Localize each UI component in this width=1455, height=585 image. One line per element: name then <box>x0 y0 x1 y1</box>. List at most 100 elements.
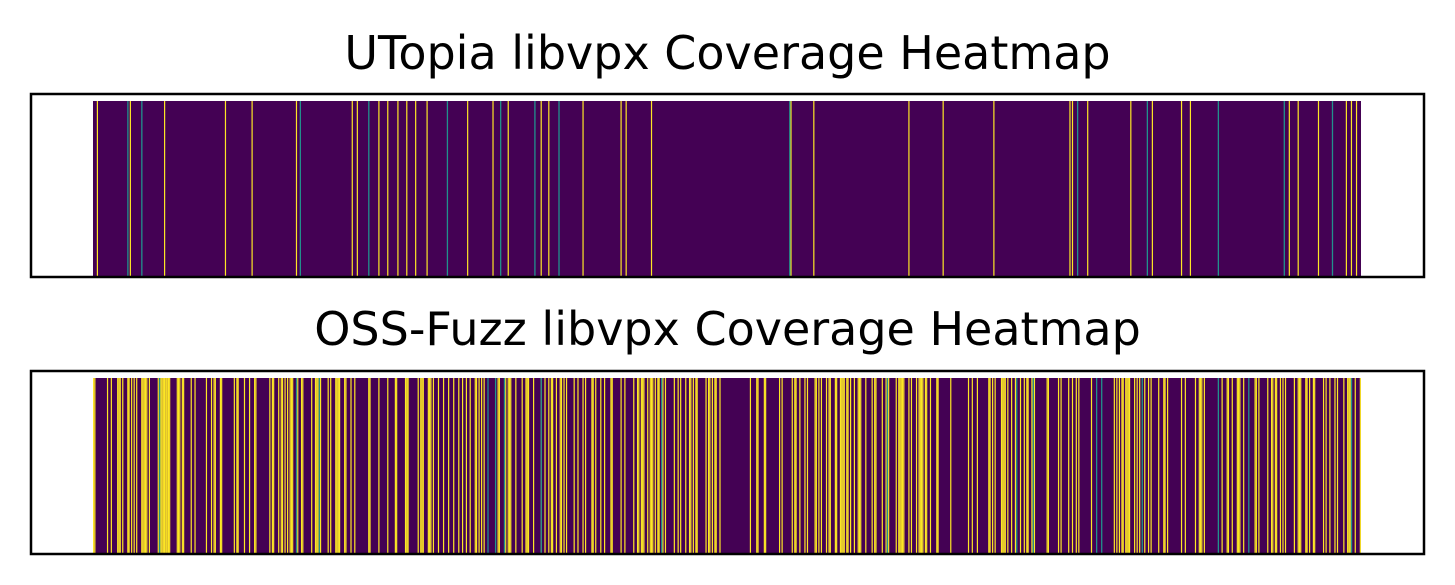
ossfuzz-covered-cell <box>1201 378 1203 554</box>
ossfuzz-covered-cell <box>1270 378 1273 554</box>
ossfuzz-covered-cell <box>1164 378 1166 554</box>
ossfuzz-covered-cell <box>1239 378 1241 554</box>
utopia-covered-cell <box>650 101 653 277</box>
ossfuzz-covered-cell <box>1014 378 1017 554</box>
ossfuzz-covered-cell <box>919 378 921 554</box>
ossfuzz-covered-cell <box>1163 378 1165 554</box>
ossfuzz-covered-cell <box>1300 378 1302 554</box>
utopia-partial-cell <box>1076 101 1079 277</box>
ossfuzz-covered-cell <box>967 378 970 554</box>
ossfuzz-covered-cell <box>1276 378 1278 554</box>
ossfuzz-covered-cell <box>1136 378 1138 554</box>
ossfuzz-covered-cell <box>1150 378 1152 554</box>
ossfuzz-covered-cell <box>1011 378 1013 554</box>
ossfuzz-covered-cell <box>127 378 129 554</box>
ossfuzz-covered-cell <box>327 378 329 554</box>
ossfuzz-covered-cell <box>146 378 148 554</box>
ossfuzz-covered-cell <box>144 378 147 554</box>
ossfuzz-covered-cell <box>1343 378 1345 554</box>
ossfuzz-covered-cell <box>133 378 135 554</box>
ossfuzz-covered-cell <box>620 378 622 554</box>
utopia-covered-cell <box>251 101 253 277</box>
utopia-covered-cell <box>993 101 995 277</box>
ossfuzz-covered-cell <box>763 378 765 554</box>
utopia-partial-cell <box>500 101 502 277</box>
ossfuzz-covered-cell <box>336 378 338 554</box>
ossfuzz-covered-cell <box>1121 378 1123 554</box>
utopia-covered-cell <box>548 101 550 277</box>
utopia-covered-cell <box>1345 101 1347 277</box>
ossfuzz-covered-cell <box>181 378 183 554</box>
ossfuzz-covered-cell <box>478 378 480 554</box>
ossfuzz-covered-cell <box>1274 378 1276 554</box>
ossfuzz-covered-cell <box>378 378 380 554</box>
utopia-partial-cell <box>446 101 449 277</box>
ossfuzz-covered-cell <box>677 378 679 554</box>
ossfuzz-covered-cell <box>432 378 435 554</box>
ossfuzz-covered-cell <box>1348 378 1350 554</box>
utopia-covered-cell <box>467 101 469 277</box>
ossfuzz-covered-cell <box>1258 378 1260 554</box>
ossfuzz-covered-cell <box>505 378 507 554</box>
ossfuzz-covered-cell <box>652 378 654 554</box>
ossfuzz-covered-cell <box>1334 378 1336 554</box>
ossfuzz-covered-cell <box>1180 378 1183 554</box>
ossfuzz-covered-cell <box>1004 378 1006 554</box>
ossfuzz-partial-cell <box>1016 378 1018 554</box>
ossfuzz-covered-cell <box>498 378 500 554</box>
ossfuzz-covered-cell <box>1255 378 1257 554</box>
utopia-heatmap-background <box>93 101 1361 277</box>
ossfuzz-covered-cell <box>834 378 836 554</box>
utopia-covered-cell <box>397 101 399 277</box>
ossfuzz-covered-cell <box>950 378 952 554</box>
ossfuzz-covered-cell <box>778 378 781 554</box>
utopia-partial-cell <box>299 101 301 277</box>
ossfuzz-covered-cell <box>442 378 445 554</box>
ossfuzz-covered-cell <box>584 378 587 554</box>
ossfuzz-covered-cell <box>921 378 923 554</box>
ossfuzz-heatmap-panel: OSS-Fuzz libvpx Coverage Heatmap <box>0 292 1455 585</box>
ossfuzz-covered-cell <box>1118 378 1121 554</box>
ossfuzz-covered-cell <box>165 378 167 554</box>
ossfuzz-covered-cell <box>908 378 910 554</box>
ossfuzz-covered-cell <box>527 378 530 554</box>
ossfuzz-covered-cell <box>1297 378 1299 554</box>
utopia-partial-cell <box>1283 101 1285 277</box>
ossfuzz-covered-cell <box>1122 378 1124 554</box>
utopia-partial-cell <box>789 101 791 277</box>
ossfuzz-covered-cell <box>248 378 251 554</box>
ossfuzz-covered-cell <box>157 378 159 554</box>
ossfuzz-covered-cell <box>273 378 275 554</box>
ossfuzz-covered-cell <box>1198 378 1200 554</box>
ossfuzz-covered-cell <box>555 378 558 554</box>
ossfuzz-covered-cell <box>799 378 801 554</box>
ossfuzz-covered-cell <box>162 378 164 554</box>
utopia-chart-title: UTopia libvpx Coverage Heatmap <box>344 26 1111 80</box>
ossfuzz-covered-cell <box>552 378 554 554</box>
utopia-partial-cell <box>1217 101 1220 277</box>
ossfuzz-covered-cell <box>160 378 162 554</box>
ossfuzz-covered-cell <box>1359 378 1361 554</box>
ossfuzz-covered-cell <box>1336 378 1339 554</box>
ossfuzz-covered-cell <box>190 378 192 554</box>
ossfuzz-partial-cell <box>487 378 489 554</box>
ossfuzz-covered-cell <box>544 378 546 554</box>
ossfuzz-covered-cell <box>254 378 256 554</box>
ossfuzz-covered-cell <box>314 378 317 554</box>
ossfuzz-covered-cell <box>167 378 170 554</box>
utopia-covered-cell <box>625 101 627 277</box>
ossfuzz-partial-cell <box>318 378 321 554</box>
ossfuzz-covered-cell <box>624 378 626 554</box>
utopia-partial-cell <box>368 101 370 277</box>
ossfuzz-covered-cell <box>795 378 797 554</box>
utopia-partial-cell <box>127 101 129 277</box>
ossfuzz-covered-cell <box>525 378 527 554</box>
ossfuzz-covered-cell <box>853 378 855 554</box>
ossfuzz-covered-cell <box>865 378 867 554</box>
utopia-covered-cell <box>378 101 380 277</box>
ossfuzz-covered-cell <box>1267 378 1269 554</box>
ossfuzz-covered-cell <box>820 378 823 554</box>
ossfuzz-covered-cell <box>131 378 133 554</box>
utopia-covered-cell <box>1180 101 1183 277</box>
ossfuzz-heatmap-background <box>93 378 1361 554</box>
